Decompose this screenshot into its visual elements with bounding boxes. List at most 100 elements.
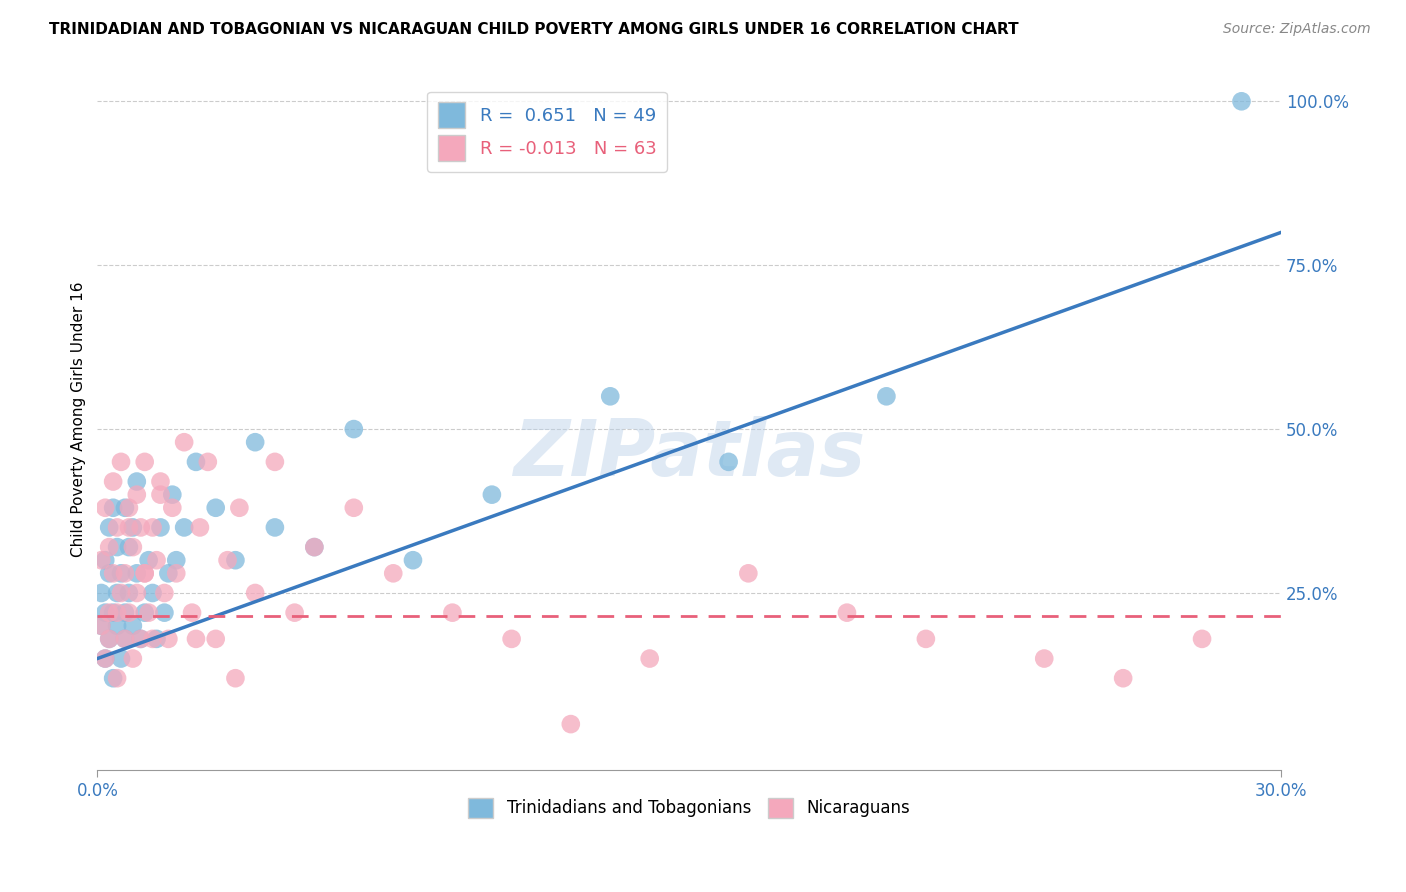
Point bbox=[165, 566, 187, 581]
Point bbox=[560, 717, 582, 731]
Point bbox=[1230, 95, 1253, 109]
Point bbox=[134, 455, 156, 469]
Point bbox=[125, 586, 148, 600]
Point bbox=[243, 586, 266, 600]
Point bbox=[204, 500, 226, 515]
Point bbox=[121, 651, 143, 665]
Point bbox=[149, 488, 172, 502]
Point bbox=[101, 500, 124, 515]
Point bbox=[114, 632, 136, 646]
Point bbox=[184, 632, 207, 646]
Point bbox=[481, 488, 503, 502]
Point bbox=[142, 586, 165, 600]
Point bbox=[90, 553, 112, 567]
Point bbox=[129, 520, 152, 534]
Point bbox=[98, 520, 121, 534]
Point bbox=[173, 520, 195, 534]
Point bbox=[105, 619, 128, 633]
Point bbox=[173, 435, 195, 450]
Point bbox=[98, 632, 121, 646]
Point bbox=[134, 566, 156, 581]
Point bbox=[90, 619, 112, 633]
Point bbox=[737, 566, 759, 581]
Point bbox=[110, 455, 132, 469]
Point bbox=[501, 632, 523, 646]
Point bbox=[98, 540, 121, 554]
Point bbox=[125, 488, 148, 502]
Point bbox=[101, 566, 124, 581]
Point bbox=[599, 389, 621, 403]
Point bbox=[121, 619, 143, 633]
Point bbox=[138, 553, 160, 567]
Point bbox=[284, 606, 307, 620]
Point bbox=[94, 606, 117, 620]
Point bbox=[145, 632, 167, 646]
Point bbox=[264, 520, 287, 534]
Point bbox=[402, 553, 425, 567]
Point bbox=[110, 566, 132, 581]
Point bbox=[181, 606, 204, 620]
Point bbox=[835, 606, 858, 620]
Point bbox=[149, 475, 172, 489]
Point bbox=[1033, 651, 1056, 665]
Point bbox=[162, 500, 184, 515]
Point bbox=[304, 540, 326, 554]
Point bbox=[94, 651, 117, 665]
Point bbox=[110, 586, 132, 600]
Point bbox=[441, 606, 464, 620]
Point bbox=[382, 566, 405, 581]
Point bbox=[157, 632, 180, 646]
Point bbox=[98, 632, 121, 646]
Point bbox=[153, 606, 176, 620]
Point bbox=[197, 455, 219, 469]
Point bbox=[142, 520, 165, 534]
Point bbox=[121, 540, 143, 554]
Point bbox=[125, 566, 148, 581]
Point bbox=[129, 632, 152, 646]
Point bbox=[915, 632, 938, 646]
Point bbox=[121, 520, 143, 534]
Point bbox=[94, 500, 117, 515]
Point bbox=[717, 455, 740, 469]
Point bbox=[138, 606, 160, 620]
Point bbox=[153, 586, 176, 600]
Point bbox=[224, 671, 246, 685]
Point bbox=[114, 606, 136, 620]
Text: TRINIDADIAN AND TOBAGONIAN VS NICARAGUAN CHILD POVERTY AMONG GIRLS UNDER 16 CORR: TRINIDADIAN AND TOBAGONIAN VS NICARAGUAN… bbox=[49, 22, 1019, 37]
Point bbox=[1191, 632, 1213, 646]
Point bbox=[114, 632, 136, 646]
Point bbox=[101, 475, 124, 489]
Point bbox=[98, 606, 121, 620]
Point bbox=[101, 671, 124, 685]
Point bbox=[134, 566, 156, 581]
Point bbox=[114, 500, 136, 515]
Point bbox=[134, 606, 156, 620]
Point bbox=[118, 540, 141, 554]
Point bbox=[264, 455, 287, 469]
Point bbox=[638, 651, 661, 665]
Point bbox=[90, 619, 112, 633]
Point bbox=[105, 606, 128, 620]
Point bbox=[343, 422, 366, 436]
Point bbox=[118, 586, 141, 600]
Point bbox=[188, 520, 211, 534]
Point bbox=[157, 566, 180, 581]
Point bbox=[90, 586, 112, 600]
Point bbox=[101, 606, 124, 620]
Point bbox=[145, 553, 167, 567]
Point bbox=[118, 520, 141, 534]
Point bbox=[243, 435, 266, 450]
Point bbox=[105, 671, 128, 685]
Point bbox=[98, 566, 121, 581]
Point bbox=[129, 632, 152, 646]
Point bbox=[125, 475, 148, 489]
Point bbox=[343, 500, 366, 515]
Point bbox=[165, 553, 187, 567]
Point bbox=[105, 540, 128, 554]
Point bbox=[94, 651, 117, 665]
Point bbox=[110, 651, 132, 665]
Point bbox=[105, 520, 128, 534]
Point bbox=[114, 566, 136, 581]
Point bbox=[217, 553, 239, 567]
Point bbox=[105, 586, 128, 600]
